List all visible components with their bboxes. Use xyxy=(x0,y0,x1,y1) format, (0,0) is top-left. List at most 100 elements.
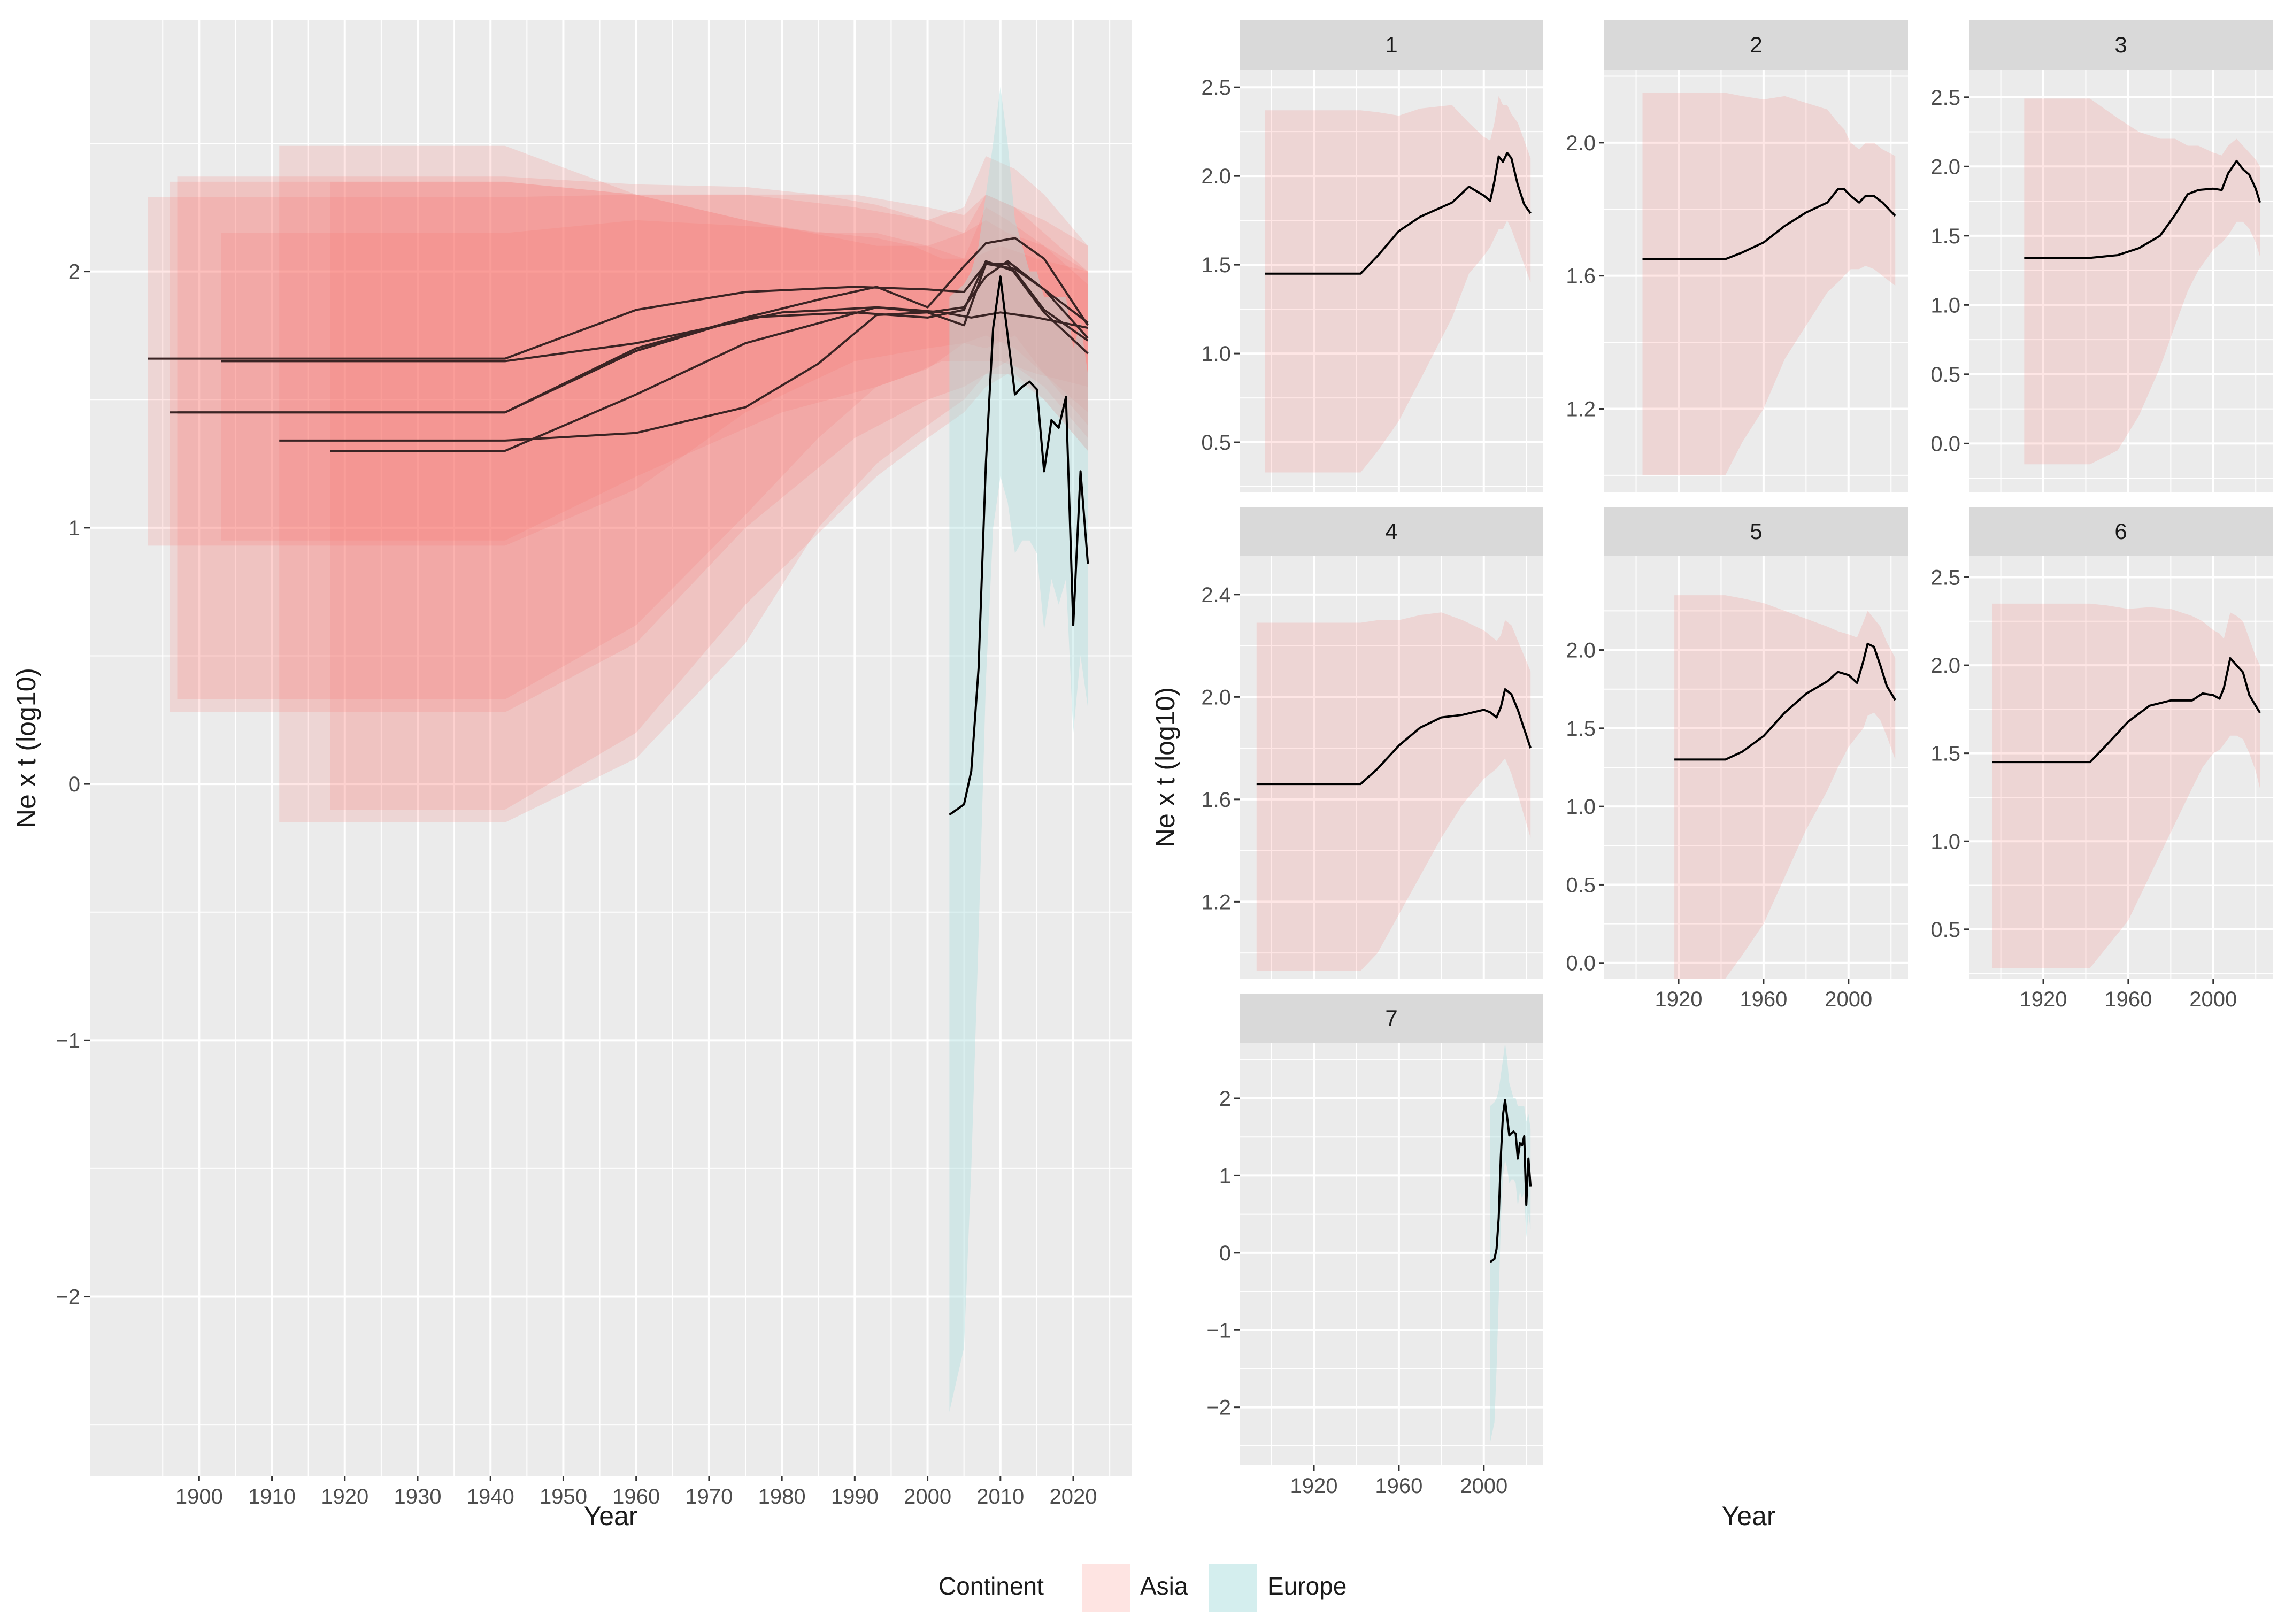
y-tick-label: 2.0 xyxy=(1201,165,1231,188)
y-tick-label: 1.5 xyxy=(1201,253,1231,277)
legend-key-europe xyxy=(1209,1564,1257,1612)
y-tick-label: 2 xyxy=(68,260,80,284)
facet-panel-background xyxy=(1240,1043,1543,1465)
y-tick-label: 0.0 xyxy=(1930,432,1960,456)
facet-panels: 1 0.5 1.0 1.5 2.0 2.5 2 1.2 1.6 2.0 3 0.0 0.5 1.0 1.5 2… xyxy=(1201,20,2273,1498)
y-tick-label: 1.0 xyxy=(1930,830,1960,853)
series-line-1 xyxy=(177,237,1089,414)
facet-panel-1: 1 0.5 1.0 1.5 2.0 2.5 xyxy=(1201,20,1543,492)
x-tick-label: 1980 xyxy=(758,1485,806,1508)
y-tick-label: −2 xyxy=(1206,1396,1231,1420)
y-tick-label: 1.0 xyxy=(1566,795,1596,819)
y-tick-label: 0.5 xyxy=(1566,873,1596,897)
overview-x-tick-labels: 1900 1910 1920 1930 1940 1950 1960 1970 1980 1990… xyxy=(175,1476,1097,1508)
facet-strip xyxy=(1604,20,1908,70)
facet-panel-7: 7 −2 −1 0 1 2 1920 1960 2000 xyxy=(1206,994,1543,1498)
x-tick-label: 1950 xyxy=(540,1485,587,1508)
legend-key-asia xyxy=(1082,1564,1130,1612)
confidence-band-series-5 xyxy=(330,181,1088,810)
facet-strip-label: 1 xyxy=(1385,32,1397,57)
x-tick-label: 1970 xyxy=(685,1485,733,1508)
facet-strip xyxy=(1969,507,2273,556)
overview-y-tick-labels: −2 −1 0 1 2 xyxy=(56,260,90,1309)
x-tick-label: 1960 xyxy=(612,1485,660,1508)
x-tick-label: 2010 xyxy=(976,1485,1024,1508)
facet-strip-label: 3 xyxy=(2114,32,2127,57)
facet-panel-background xyxy=(1240,556,1543,979)
y-tick-label: 0.0 xyxy=(1566,952,1596,975)
y-tick-label: 1 xyxy=(68,517,80,540)
y-tick-label: 2.5 xyxy=(1930,566,1960,590)
facet-strip-label: 5 xyxy=(1750,519,1762,544)
facet-series-line xyxy=(1642,188,1896,260)
y-tick-label: 1.0 xyxy=(1201,342,1231,366)
y-tick-label: −1 xyxy=(1206,1319,1231,1342)
y-tick-label: 0.5 xyxy=(1930,918,1960,942)
overview-panel-background xyxy=(90,20,1132,1476)
y-tick-label: 2.0 xyxy=(1566,639,1596,663)
y-tick-label: 0 xyxy=(68,773,80,796)
facet-strip-label: 7 xyxy=(1385,1005,1397,1030)
facet-panel-background xyxy=(1240,70,1543,492)
facet-strip xyxy=(1240,994,1543,1043)
x-tick-label: 2000 xyxy=(904,1485,951,1508)
y-tick-label: 2.0 xyxy=(1201,686,1231,709)
confidence-band-series-6 xyxy=(170,181,1088,712)
y-tick-label: 2.0 xyxy=(1930,155,1960,179)
x-tick-label: 1960 xyxy=(2104,988,2152,1011)
facet-confidence-band xyxy=(1256,612,1531,971)
series-line-3 xyxy=(279,260,1089,442)
y-tick-label: 1.2 xyxy=(1201,890,1231,914)
y-tick-label: 2.5 xyxy=(1201,76,1231,99)
overview-gridlines xyxy=(90,20,1132,1476)
facet-confidence-band xyxy=(1674,595,1896,979)
facet-panel-3: 3 0.0 0.5 1.0 1.5 2.0 2.5 xyxy=(1930,20,2273,492)
confidence-band-series-1 xyxy=(177,156,1088,699)
overview-series-lines xyxy=(148,237,1089,816)
y-tick-label: 2.0 xyxy=(1930,654,1960,678)
facet-panel-background xyxy=(1969,556,2273,979)
y-tick-label: 2.5 xyxy=(1930,86,1960,110)
x-tick-label: 2000 xyxy=(1460,1474,1507,1498)
x-tick-label: 1920 xyxy=(1655,988,1703,1011)
x-tick-label: 1920 xyxy=(2020,988,2067,1011)
x-tick-label: 1990 xyxy=(831,1485,879,1508)
facet-strip xyxy=(1240,507,1543,556)
overview-panel: 1900 1910 1920 1930 1940 1950 1960 1970 1980 1990… xyxy=(11,20,1132,1531)
x-tick-label: 1960 xyxy=(1375,1474,1422,1498)
facet-series-line xyxy=(1489,1098,1532,1263)
series-line-6 xyxy=(170,260,1089,414)
facet-strip xyxy=(1240,20,1543,70)
overview-x-axis-title: Year xyxy=(583,1501,637,1531)
x-tick-label: 2000 xyxy=(2189,988,2237,1011)
facet-confidence-band xyxy=(1642,93,1896,475)
confidence-band-series-4 xyxy=(148,194,1088,546)
y-tick-label: −2 xyxy=(56,1286,80,1309)
y-tick-label: 1 xyxy=(1219,1164,1231,1188)
facet-series-line xyxy=(1265,152,1532,275)
facet-panel-2: 2 1.2 1.6 2.0 xyxy=(1566,20,1908,492)
x-tick-label: 1900 xyxy=(175,1485,223,1508)
x-tick-label: 1910 xyxy=(248,1485,296,1508)
x-tick-label: 2020 xyxy=(1050,1485,1097,1508)
series-line-4 xyxy=(148,263,1089,360)
facet-series-line xyxy=(1674,642,1896,761)
confidence-band-series-2 xyxy=(221,220,1088,541)
facet-panel-background xyxy=(1604,70,1908,492)
legend-label-europe: Europe xyxy=(1267,1572,1347,1600)
confidence-band-series-7 xyxy=(949,87,1088,1412)
y-tick-label: 0.5 xyxy=(1201,431,1231,455)
legend: Continent Asia Europe xyxy=(938,1564,1347,1612)
x-tick-label: 2000 xyxy=(1825,988,1872,1011)
facet-series-line xyxy=(2024,160,2261,259)
y-tick-label: 1.5 xyxy=(1566,717,1596,741)
y-tick-label: 1.0 xyxy=(1930,294,1960,317)
facet-panel-6: 6 0.5 1.0 1.5 2.0 2.5 1920 1960 2000 xyxy=(1930,507,2273,1011)
facet-series-line xyxy=(1992,657,2261,764)
facet-y-axis-title: Ne x t (log10) xyxy=(1150,687,1180,848)
x-tick-label: 1960 xyxy=(1740,988,1787,1011)
y-tick-label: 1.5 xyxy=(1930,742,1960,766)
y-tick-label: 2.0 xyxy=(1566,132,1596,155)
y-tick-label: 1.6 xyxy=(1566,265,1596,288)
